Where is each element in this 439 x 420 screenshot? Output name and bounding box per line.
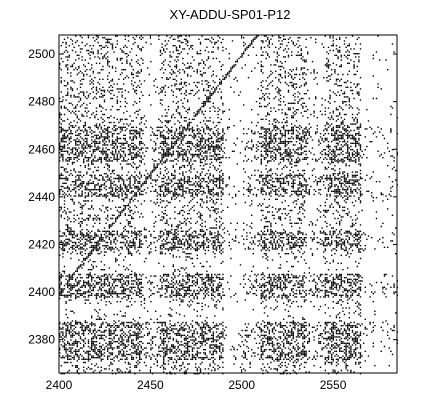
x-tick-label: 2500 <box>228 378 255 392</box>
y-tick-label: 2380 <box>28 333 55 347</box>
y-tick-label: 2460 <box>28 142 55 156</box>
recurrence-point-cloud <box>59 35 398 375</box>
x-tick-label: 2450 <box>137 378 164 392</box>
x-axis: 2400 2450 2500 2550 <box>46 35 347 392</box>
y-tick-label: 2480 <box>28 95 55 109</box>
recurrence-points <box>59 35 398 375</box>
y-axis: 2380 2400 2420 2440 2460 2480 2500 <box>28 47 397 347</box>
chart-title: XY-ADDU-SP01-P12 <box>170 7 291 22</box>
y-tick-label: 2400 <box>28 285 55 299</box>
y-tick-label: 2500 <box>28 47 55 61</box>
y-tick-label: 2440 <box>28 190 55 204</box>
x-tick-label: 2550 <box>320 378 347 392</box>
x-tick-label: 2400 <box>46 378 73 392</box>
y-tick-label: 2420 <box>28 237 55 251</box>
axes-frame <box>58 34 398 374</box>
